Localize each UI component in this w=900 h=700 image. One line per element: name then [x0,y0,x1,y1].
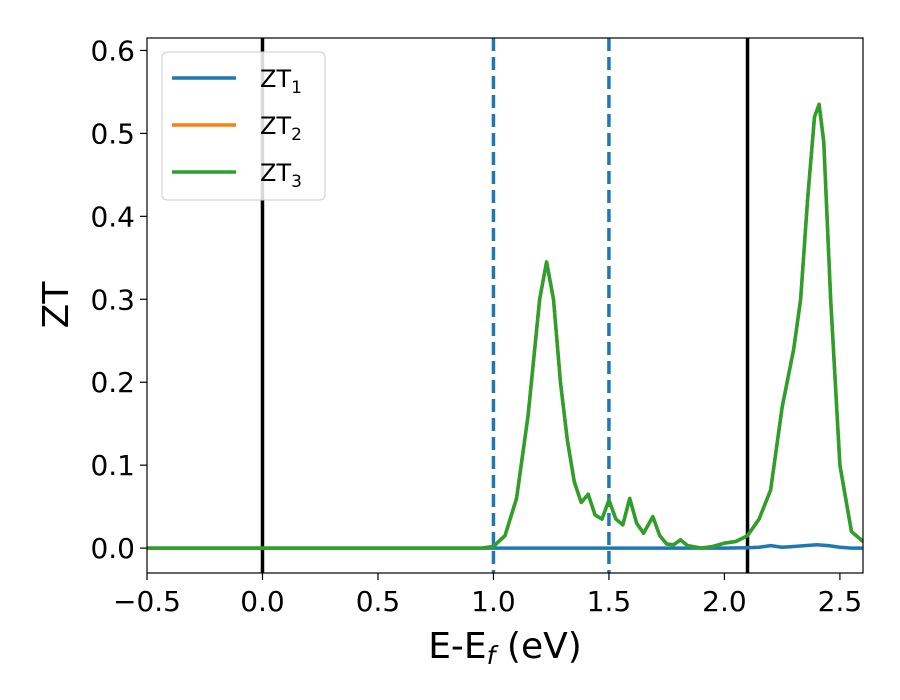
series-line-3 [147,102,863,550]
x-tick-label: 0.0 [240,585,285,618]
legend-label-1: ZT1 [260,65,302,98]
y-tick-label: 0.1 [90,449,135,482]
legend-label-2: ZT2 [260,112,302,145]
x-tick-label: −0.5 [113,585,181,618]
x-axis-label: E-Ef (eV) [428,626,582,670]
x-axis-ticks: −0.5 0.0 0.5 1.0 1.5 2.0 2.5 [113,573,862,618]
x-tick-label: 0.5 [356,585,401,618]
x-tick-label: 2.0 [702,585,747,618]
legend-box [161,51,326,201]
y-tick-label: 0.6 [90,34,135,67]
legend: ZT1 ZT2 ZT3 [161,51,326,201]
y-axis-label: ZT [36,281,77,329]
y-tick-label: 0.2 [90,366,135,399]
y-tick-label: 0.4 [90,200,135,233]
legend-label-3: ZT3 [260,159,302,192]
y-axis-ticks: 0.0 0.1 0.2 0.3 0.4 0.5 0.6 [90,34,147,565]
x-tick-label: 1.0 [471,585,516,618]
y-tick-label: 0.3 [90,283,135,316]
plot-frame [146,37,864,574]
y-tick-label: 0.0 [90,532,135,565]
y-tick-label: 0.5 [90,117,135,150]
x-tick-label: 1.5 [587,585,632,618]
series-lines [147,102,863,550]
x-tick-label: 2.5 [818,585,863,618]
